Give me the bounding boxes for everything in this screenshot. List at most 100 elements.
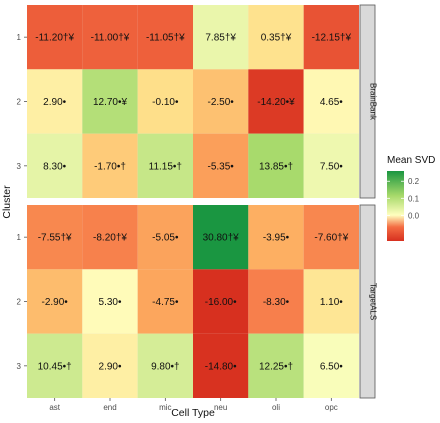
cell-label: -5.05•: [152, 233, 179, 244]
cell-label: 7.85†¥: [205, 33, 236, 44]
heatmap-cell: [248, 133, 304, 198]
cell-label: -8.30•: [263, 297, 290, 308]
heatmap-cell: [82, 269, 138, 334]
heatmap-cell: [137, 269, 193, 334]
cell-label: 9.80•†: [151, 361, 180, 372]
cell-label: -11.05†¥: [146, 33, 185, 44]
heatmap-cell: [193, 205, 249, 270]
cell-label: -8.20†¥: [93, 233, 127, 244]
cell-label: 13.85•†: [259, 161, 293, 172]
y-tick-label: 2: [17, 98, 22, 107]
heatmap-cell: [303, 205, 359, 270]
x-tick-label: mic: [159, 403, 171, 412]
heatmap-cell: [27, 205, 83, 270]
heatmap-cell: [27, 5, 83, 70]
heatmap-cell: [82, 5, 138, 70]
y-tick-label: 2: [17, 298, 22, 307]
heatmap-cell: [303, 269, 359, 334]
heatmap-cell: [137, 5, 193, 70]
heatmap-cell: [248, 333, 304, 398]
heatmap-cell: [137, 133, 193, 198]
heatmap-cell: [137, 69, 193, 134]
legend-tick-label: 0.1: [408, 194, 420, 203]
cell-label: 0.35†¥: [261, 33, 292, 44]
cell-label: 12.70•¥: [93, 97, 128, 108]
x-tick-label: ast: [49, 403, 60, 412]
cell-label: -12.15†¥: [312, 33, 352, 44]
y-axis-title: Cluster: [1, 185, 13, 219]
heatmap-cell: [248, 5, 304, 70]
cell-label: -11.20†¥: [35, 33, 74, 44]
cell-label: 7.50•: [320, 161, 343, 172]
cell-label: 30.80†¥: [203, 233, 240, 244]
heatmap-cell: [27, 269, 83, 334]
heatmap-cell: [82, 133, 138, 198]
cell-label: -11.00†¥: [91, 33, 130, 44]
heatmap-cell: [82, 69, 138, 134]
heatmap-cell: [303, 333, 359, 398]
y-tick-label: 3: [17, 362, 22, 371]
x-tick-label: neu: [214, 403, 227, 412]
heatmap-cell: [248, 269, 304, 334]
legend-tick-label: 0.2: [408, 177, 420, 186]
y-tick-label: 1: [17, 33, 22, 42]
facet-strip: [359, 4, 376, 199]
cell-label: -2.50•: [208, 97, 235, 108]
cell-label: -5.35•: [208, 161, 235, 172]
heatmap-cell: [248, 69, 304, 134]
heatmap-cell: [303, 133, 359, 198]
heatmap-cell: [82, 205, 138, 270]
x-tick-label: end: [103, 403, 116, 412]
cell-label: -1.70•†: [94, 161, 126, 172]
cell-label: -3.95•: [263, 233, 290, 244]
heatmap-cell: [137, 205, 193, 270]
cell-label: -14.80•: [205, 361, 237, 372]
cell-label: 6.50•: [320, 361, 343, 372]
facet-strip-label: BrainBank: [369, 83, 378, 121]
heatmap-cell: [248, 205, 304, 270]
legend-title: Mean SVD: [387, 155, 435, 166]
x-tick-label: oli: [272, 403, 280, 412]
cell-label: 1.10•: [320, 297, 343, 308]
cell-label: 5.30•: [99, 297, 122, 308]
heatmap-cell: [193, 333, 249, 398]
facets-layer: -11.20†¥ -11.00†¥ -11.05†¥ 7.85†¥ 0.35†¥ -12.…: [17, 4, 378, 412]
heatmap-cell: [27, 333, 83, 398]
heatmap-cell: [27, 69, 83, 134]
cell-label: -4.75•: [152, 297, 179, 308]
heatmap-cell: [303, 5, 359, 70]
heatmap-cell: [27, 133, 83, 198]
y-tick-label: 3: [17, 162, 22, 171]
facet-panel-targetals: -7.55†¥ -8.20†¥ -5.05• 30.80†¥ -3.95• -7.60†¥…: [17, 204, 378, 399]
cell-label: -0.10•: [152, 97, 179, 108]
cell-label: 4.65•: [320, 97, 343, 108]
heatmap-cell: [193, 133, 249, 198]
heatmap-cell: [193, 269, 249, 334]
facet-panel-brainbank: -11.20†¥ -11.00†¥ -11.05†¥ 7.85†¥ 0.35†¥ -12.…: [17, 4, 378, 199]
legend-ticks: 0.2 0.1 0.0: [387, 177, 420, 220]
cell-label: 10.45•†: [38, 361, 72, 372]
x-axis-title: Cell Type: [171, 407, 215, 419]
legend-color-bar: [387, 171, 404, 241]
cell-label: -7.60†¥: [314, 233, 348, 244]
cell-label: 2.90•: [99, 361, 122, 372]
color-legend: Mean SVD 0.2 0.1 0.0: [387, 155, 435, 241]
cell-label: -14.20•¥: [257, 97, 295, 108]
cell-label: -16.00•: [205, 297, 237, 308]
legend-tick-label: 0.0: [408, 211, 420, 220]
heatmap-cell: [137, 333, 193, 398]
heatmap-cell: [193, 5, 249, 70]
cell-label: 2.90•: [43, 97, 66, 108]
heatmap-cell: [303, 69, 359, 134]
x-tick-label: opc: [325, 403, 338, 412]
heatmap-cell: [82, 333, 138, 398]
cell-label: 12.25•†: [259, 361, 293, 372]
y-tick-label: 1: [17, 233, 22, 242]
cell-label: 11.15•†: [149, 161, 182, 172]
cell-label: -2.90•: [42, 297, 69, 308]
cell-label: -7.55†¥: [38, 233, 72, 244]
facet-strip-label: TargetALS: [369, 283, 378, 320]
heatmap-cell: [193, 69, 249, 134]
cell-label: 8.30•: [43, 161, 66, 172]
